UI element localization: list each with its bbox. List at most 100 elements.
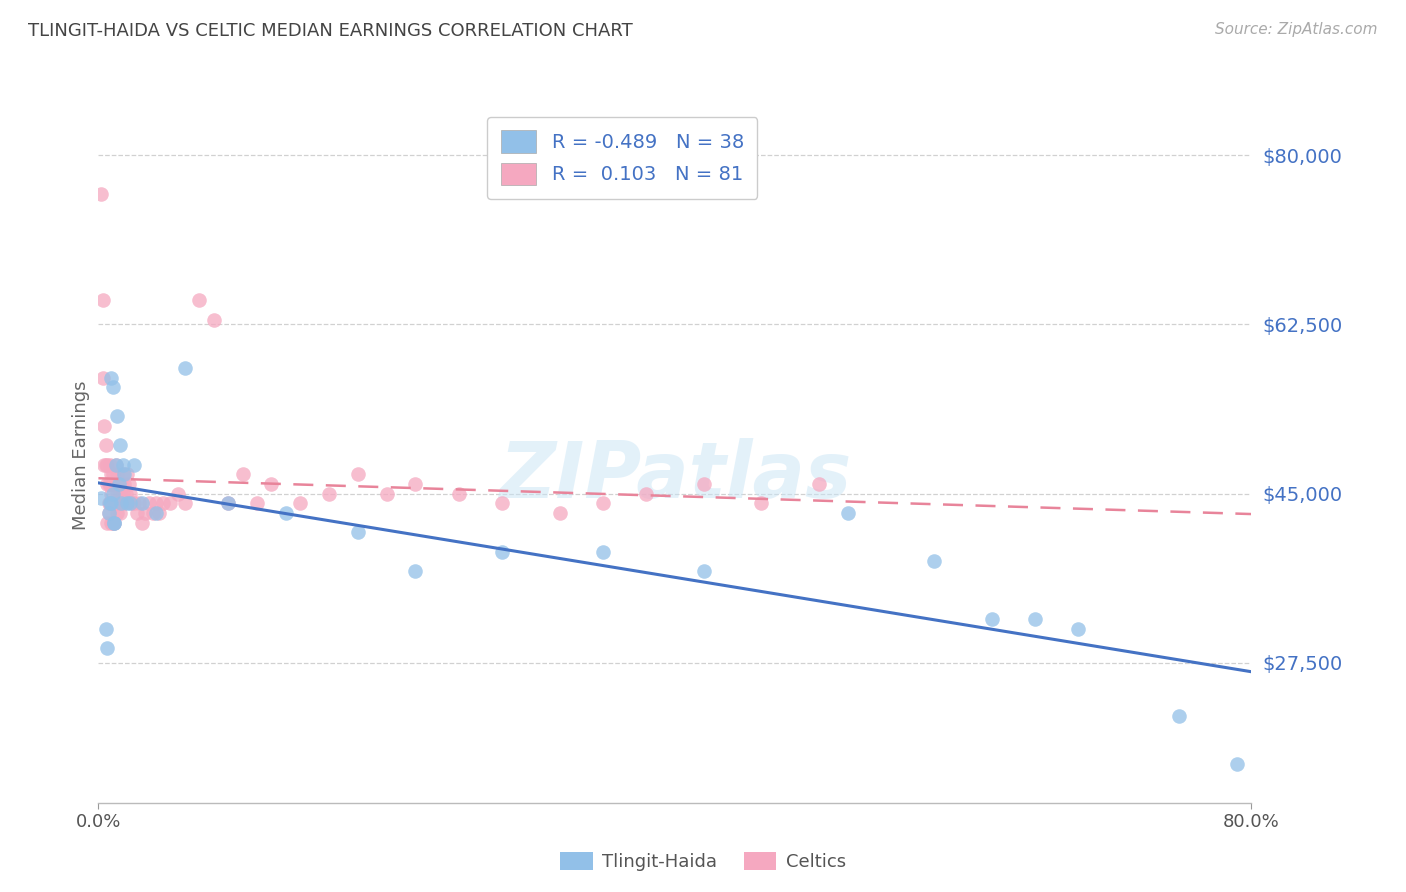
Point xyxy=(134,506,156,520)
Point xyxy=(100,516,122,530)
Point xyxy=(142,506,165,520)
Point xyxy=(693,564,716,578)
Point xyxy=(104,458,127,472)
Point xyxy=(93,458,115,472)
Point xyxy=(110,496,132,510)
Point xyxy=(108,486,131,500)
Point xyxy=(592,496,614,510)
Point xyxy=(117,467,138,482)
Point xyxy=(97,506,120,520)
Point xyxy=(174,496,197,510)
Point xyxy=(138,496,160,510)
Point xyxy=(101,467,124,482)
Point xyxy=(636,486,658,500)
Text: TLINGIT-HAIDA VS CELTIC MEDIAN EARNINGS CORRELATION CHART: TLINGIT-HAIDA VS CELTIC MEDIAN EARNINGS … xyxy=(28,22,633,40)
Point xyxy=(103,516,125,530)
Point xyxy=(152,496,174,510)
Point xyxy=(104,476,127,491)
Point xyxy=(90,187,112,202)
Point xyxy=(100,486,122,500)
Point xyxy=(107,496,129,510)
Legend: Tlingit-Haida, Celtics: Tlingit-Haida, Celtics xyxy=(553,845,853,879)
Point xyxy=(98,496,121,510)
Point xyxy=(105,409,128,424)
Point xyxy=(108,506,131,520)
Point xyxy=(98,476,121,491)
Point xyxy=(290,496,312,510)
Point xyxy=(98,496,121,510)
Point xyxy=(922,554,945,568)
Point xyxy=(101,476,124,491)
Point xyxy=(346,467,368,482)
Point xyxy=(105,467,128,482)
Point xyxy=(491,496,513,510)
Point xyxy=(105,486,128,500)
Point xyxy=(110,476,132,491)
Point xyxy=(100,496,122,510)
Point xyxy=(103,516,125,530)
Point xyxy=(145,496,167,510)
Point xyxy=(124,458,146,472)
Point xyxy=(101,380,124,394)
Point xyxy=(101,516,124,530)
Point xyxy=(96,641,118,656)
Point xyxy=(166,486,188,500)
Point xyxy=(111,467,134,482)
Point xyxy=(100,467,122,482)
Point xyxy=(93,419,115,434)
Point xyxy=(274,506,297,520)
Point xyxy=(405,564,427,578)
Point xyxy=(217,496,239,510)
Point xyxy=(103,496,125,510)
Point xyxy=(94,622,117,636)
Point xyxy=(217,496,239,510)
Point xyxy=(112,476,135,491)
Point xyxy=(97,506,120,520)
Point xyxy=(807,476,830,491)
Point xyxy=(104,496,127,510)
Point xyxy=(121,496,143,510)
Point xyxy=(100,496,122,510)
Point xyxy=(108,476,131,491)
Point xyxy=(751,496,773,510)
Point xyxy=(98,458,121,472)
Point xyxy=(108,438,131,452)
Point xyxy=(202,312,225,326)
Point xyxy=(110,496,132,510)
Point xyxy=(107,476,129,491)
Point xyxy=(118,476,141,491)
Text: Source: ZipAtlas.com: Source: ZipAtlas.com xyxy=(1215,22,1378,37)
Point xyxy=(188,293,211,308)
Point xyxy=(405,476,427,491)
Point xyxy=(231,467,254,482)
Point xyxy=(1168,708,1191,723)
Point xyxy=(837,506,859,520)
Point xyxy=(318,486,340,500)
Point xyxy=(101,486,124,500)
Point xyxy=(346,525,368,540)
Point xyxy=(124,496,146,510)
Point xyxy=(103,516,125,530)
Point xyxy=(1226,757,1249,772)
Point xyxy=(127,506,149,520)
Point xyxy=(148,506,170,520)
Point xyxy=(94,458,117,472)
Point xyxy=(104,458,127,472)
Point xyxy=(145,506,167,520)
Point xyxy=(128,496,150,510)
Point xyxy=(447,486,470,500)
Point xyxy=(97,476,120,491)
Point xyxy=(159,496,181,510)
Point xyxy=(117,496,138,510)
Point xyxy=(246,496,269,510)
Point xyxy=(97,496,120,510)
Point xyxy=(96,516,118,530)
Point xyxy=(105,506,128,520)
Point xyxy=(1067,622,1090,636)
Point xyxy=(120,486,142,500)
Point xyxy=(491,544,513,558)
Legend: R = -0.489   N = 38, R =  0.103   N = 81: R = -0.489 N = 38, R = 0.103 N = 81 xyxy=(488,117,758,199)
Point xyxy=(96,476,118,491)
Point xyxy=(131,516,153,530)
Point xyxy=(114,486,136,500)
